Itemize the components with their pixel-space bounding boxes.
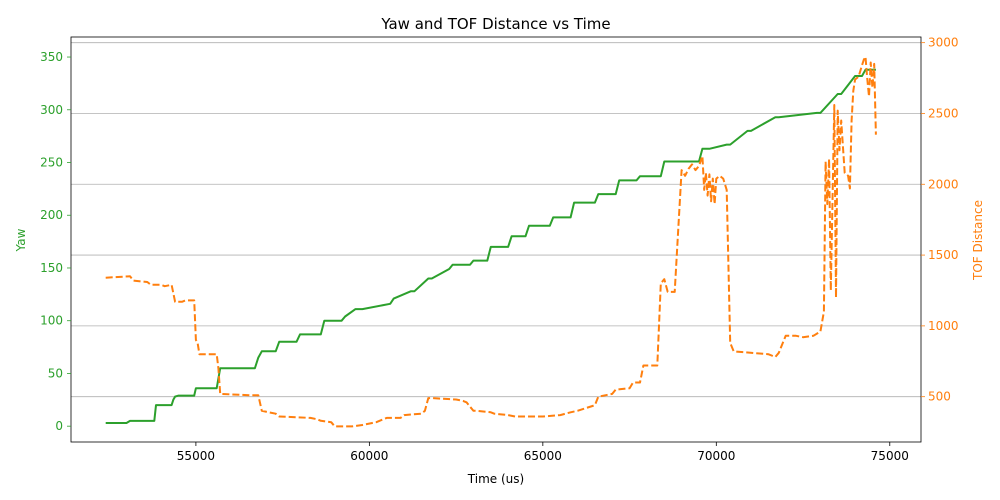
plot-lines: [105, 55, 877, 428]
y-right-tick-label: 3000: [928, 36, 959, 50]
yaw-series-line: [105, 68, 876, 424]
y-left-tick-label: 150: [40, 261, 63, 275]
grid-lines: [71, 42, 921, 398]
y-left-tick-label: 100: [40, 314, 63, 328]
y-left-tick-label: 250: [40, 156, 63, 170]
x-tick-label: 65000: [524, 449, 562, 463]
x-axis: 55000 60000 65000 70000 75000: [177, 442, 909, 463]
y-axis-right-title: TOF Distance: [971, 200, 985, 281]
x-tick-label: 70000: [697, 449, 735, 463]
y-right-tick-label: 2500: [928, 106, 959, 120]
y-left-tick-label: 350: [40, 50, 63, 64]
y-axis-left-title: Yaw: [14, 228, 28, 252]
x-tick-label: 60000: [350, 449, 388, 463]
x-axis-title: Time (us): [467, 472, 524, 486]
y-axis-right: 500 1000 1500 2000 2500 3000: [921, 36, 959, 404]
x-tick-label: 55000: [177, 449, 215, 463]
y-left-tick-label: 50: [48, 366, 63, 380]
y-right-tick-label: 500: [928, 390, 951, 404]
y-right-tick-label: 2000: [928, 177, 959, 191]
y-axis-left: 0 50 100 150 200 250 300 350: [40, 50, 71, 433]
y-left-tick-label: 300: [40, 103, 63, 117]
y-right-tick-label: 1000: [928, 319, 959, 333]
chart-title: Yaw and TOF Distance vs Time: [380, 15, 610, 33]
y-left-tick-label: 0: [55, 419, 63, 433]
y-right-tick-label: 1500: [928, 248, 959, 262]
plot-frame: [70, 36, 922, 443]
tof-series-line: [105, 55, 877, 428]
y-left-tick-label: 200: [40, 208, 63, 222]
x-tick-label: 75000: [871, 449, 909, 463]
